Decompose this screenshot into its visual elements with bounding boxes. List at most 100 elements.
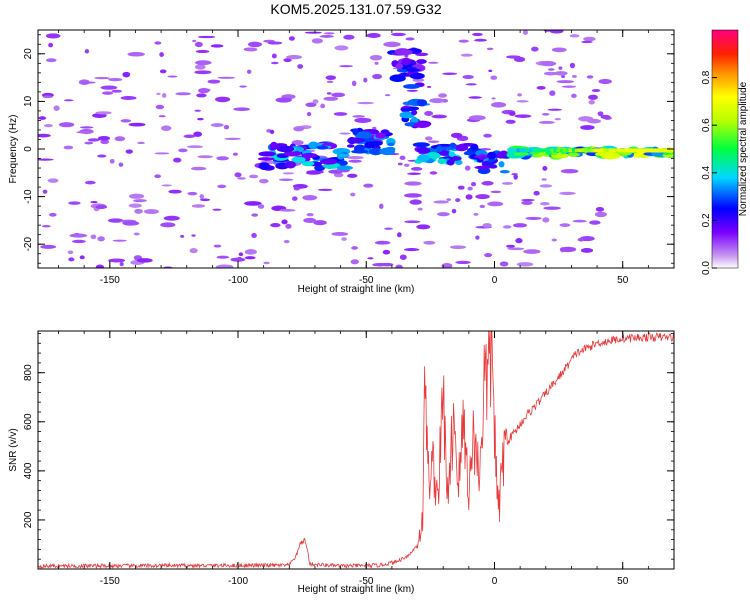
spectrogram-noise-cell xyxy=(600,114,611,119)
spectrogram-noise-cell xyxy=(48,42,54,48)
spectrogram-noise-cell xyxy=(533,190,540,196)
spectrogram-noise-cell xyxy=(554,118,562,121)
spectrogram-signal-cell xyxy=(416,99,428,107)
spectrogram-noise-cell xyxy=(354,117,372,123)
spectrogram-signal-cell xyxy=(478,156,486,160)
spectrogram-noise-cell xyxy=(424,111,434,117)
spectrogram-noise-cell xyxy=(470,181,477,187)
spectrogram-noise-cell xyxy=(128,122,146,127)
spectrogram-noise-cell xyxy=(561,75,566,78)
spectrogram-noise-cell xyxy=(465,194,473,200)
spectrogram-carrier-cell xyxy=(661,148,666,153)
spectrogram-noise-cell xyxy=(334,45,349,51)
spectrogram-ylabel: Frequency (Hz) xyxy=(8,115,19,184)
spectrogram-noise-cell xyxy=(120,119,132,123)
spectrogram-noise-cell xyxy=(41,224,51,228)
spectrogram-noise-cell xyxy=(194,70,212,75)
spectrogram-noise-cell xyxy=(542,166,548,171)
spectrogram-noise-cell xyxy=(97,154,107,158)
spectrogram-noise-cell xyxy=(406,89,418,92)
spectrogram-carrier-cell xyxy=(633,148,638,153)
spectrogram-noise-cell xyxy=(588,94,598,100)
spectrogram-noise-cell xyxy=(305,102,317,108)
spectrogram-noise-cell xyxy=(407,172,422,175)
spectrogram-signal-cell xyxy=(532,154,540,158)
spectrogram-carrier-cell xyxy=(599,148,604,153)
spectrogram-noise-cell xyxy=(450,132,463,139)
spectrogram-noise-cell xyxy=(161,92,167,99)
spectrogram-noise-cell xyxy=(38,158,54,161)
spectrogram-noise-cell xyxy=(278,208,296,212)
spectrogram-signal-cell xyxy=(416,147,431,154)
spectrogram-noise-cell xyxy=(324,32,335,35)
spectrogram-noise-cell xyxy=(539,60,557,67)
spectrogram-noise-cell xyxy=(598,78,612,85)
spectrogram-noise-cell xyxy=(111,89,123,93)
spectrogram-carrier-cell xyxy=(645,148,650,153)
spectrogram-noise-cell xyxy=(161,184,173,187)
spectrogram-noise-cell xyxy=(38,116,47,120)
spectrogram-signal-cell xyxy=(437,158,447,165)
spectrogram-noise-cell xyxy=(114,136,126,142)
spectrogram-carrier-cell xyxy=(584,148,589,153)
spectrogram-carrier-cell xyxy=(510,148,515,153)
spectrogram-signal-cell xyxy=(416,59,427,64)
spectrogram-carrier-cell xyxy=(642,148,647,153)
spectrogram-noise-cell xyxy=(473,38,488,42)
spectrogram-noise-cell xyxy=(136,258,153,263)
spectrogram-noise-cell xyxy=(53,105,60,111)
spectrogram-noise-cell xyxy=(238,252,244,257)
spectrogram-noise-cell xyxy=(199,198,211,202)
spectrogram-signal-cell xyxy=(284,161,297,169)
spectrogram-noise-cell xyxy=(595,206,604,212)
spectrogram-noise-cell xyxy=(433,200,449,204)
spectrogram-signal-cell xyxy=(258,162,271,170)
spectrogram-signal-cell xyxy=(359,131,373,139)
spectrogram-noise-cell xyxy=(399,155,406,161)
spectrogram-noise-cell xyxy=(442,72,458,75)
spectrogram-noise-cell xyxy=(159,52,164,58)
spectrogram-signal-cell xyxy=(412,142,430,148)
spectrogram-noise-cell xyxy=(451,208,457,214)
spectrogram-noise-cell xyxy=(457,185,465,190)
spectrogram-noise-cell xyxy=(217,76,236,79)
spectrogram-noise-cell xyxy=(491,102,507,108)
spectrogram-noise-cell xyxy=(429,171,438,175)
spectrogram-noise-cell xyxy=(449,245,467,249)
colorbar-gradient xyxy=(711,29,739,269)
spectrogram-signal-cell xyxy=(394,48,411,56)
spectrogram-carrier-cell xyxy=(553,148,558,153)
spectrogram-noise-cell xyxy=(198,88,210,94)
spectrogram-noise-cell xyxy=(508,111,516,116)
spectrogram-noise-cell xyxy=(441,262,453,268)
spectrogram-noise-cell xyxy=(118,162,124,167)
spectrogram-noise-cell xyxy=(410,167,423,171)
spectrogram-noise-cell xyxy=(210,44,224,48)
spectrogram-noise-cell xyxy=(369,55,383,61)
spectrogram-carrier-cell xyxy=(507,148,512,153)
spectrogram-noise-cell xyxy=(506,244,515,248)
spectrogram-noise-cell xyxy=(522,30,528,36)
spectrogram-noise-cell xyxy=(460,53,473,57)
spectrogram-noise-cell xyxy=(102,91,114,95)
spectrogram-carrier-cell xyxy=(519,148,524,153)
spectrogram-signal-cell xyxy=(448,151,455,157)
spectrogram-noise-cell xyxy=(383,41,401,48)
spectrogram-carrier-cell xyxy=(559,148,564,153)
spectrogram-noise-cell xyxy=(95,264,105,268)
spectrogram-signal-cell xyxy=(375,132,386,139)
spectrogram-signal-cell xyxy=(351,149,369,154)
spectrogram-noise-cell xyxy=(97,136,111,141)
spectrogram-xtick-label: 50 xyxy=(617,275,629,286)
spectrogram-carrier-cell xyxy=(627,148,632,153)
spectrogram-noise-cell xyxy=(68,201,81,205)
spectrogram-signal-cell xyxy=(258,151,276,157)
spectrogram-noise-cell xyxy=(212,208,222,211)
spectrogram-noise-cell xyxy=(351,80,357,87)
spectrogram-signal-cell xyxy=(276,145,295,153)
spectrogram-noise-cell xyxy=(424,136,433,141)
spectrogram-noise-cell xyxy=(210,123,224,127)
spectrogram-signal-cell xyxy=(399,111,415,119)
snr-ylabel: SNR (v/v) xyxy=(8,428,19,471)
